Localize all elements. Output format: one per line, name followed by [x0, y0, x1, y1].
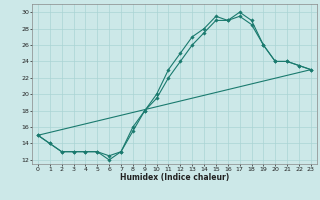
- X-axis label: Humidex (Indice chaleur): Humidex (Indice chaleur): [120, 173, 229, 182]
